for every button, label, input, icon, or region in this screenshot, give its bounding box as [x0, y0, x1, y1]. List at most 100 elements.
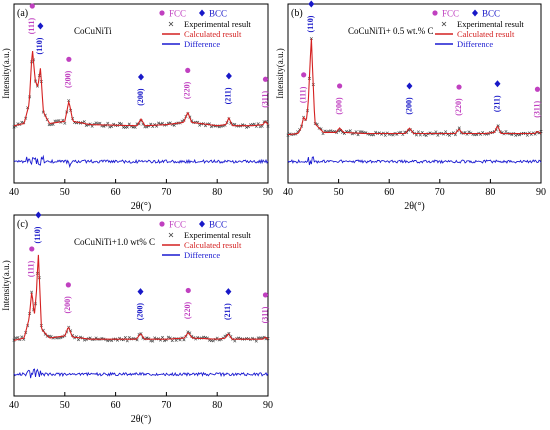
y-axis-label: Intensity(a.u.) [1, 260, 11, 310]
experimental-point [123, 336, 127, 340]
fcc-peak-annotation: (200) [64, 56, 73, 88]
x-tick-label: 80 [212, 400, 222, 411]
x-tick-label: 50 [60, 400, 70, 411]
experimental-point [20, 335, 24, 339]
fcc-hkl-label: (111) [299, 86, 308, 103]
fcc-hkl-label: (220) [454, 98, 463, 116]
sample-label: CoCuNiTi [74, 26, 112, 36]
fcc-hkl-label: (311) [260, 306, 269, 323]
legend-calculated-label: Calculated result [184, 29, 242, 39]
fcc-marker [185, 287, 191, 294]
fcc-peak-annotation: (311) [260, 292, 269, 323]
experimental-point [125, 125, 129, 129]
difference-line [13, 154, 269, 169]
fcc-peak-annotation: (311) [260, 76, 269, 108]
calculated-line [13, 50, 269, 127]
legend-fcc-label: FCC [169, 9, 186, 19]
experimental-point [309, 37, 313, 41]
fcc-peak-annotation: (311) [532, 86, 541, 118]
experimental-point [356, 133, 360, 137]
fcc-marker [66, 56, 72, 62]
y-axis-label: Intensity(a.u.) [1, 48, 11, 98]
legend-difference-label: Difference [184, 250, 220, 260]
experimental-point [166, 335, 170, 339]
x-tick-label: 60 [111, 187, 121, 198]
legend-bcc-marker [472, 9, 478, 17]
x-tick-label: 40 [283, 187, 293, 198]
x-tick-label: 80 [212, 187, 222, 198]
experimental-point [125, 339, 129, 343]
legend-difference-label: Difference [184, 39, 220, 49]
xrd-panel-b: 40 50 60 70 80 90 2θ(°) Intensity(a.u.) (b) CoCuN… [275, 0, 546, 212]
bcc-marker [138, 73, 144, 81]
bcc-marker [494, 80, 501, 88]
sample-label: CoCuNiTi+ 0.5 wt.% C [348, 26, 434, 36]
bcc-marker [37, 22, 44, 30]
experimental-point [160, 335, 165, 339]
x-tick-label: 70 [161, 400, 171, 411]
legend-fcc-label: FCC [169, 220, 186, 230]
fcc-peak-annotation: (220) [454, 84, 463, 116]
fcc-hkl-label: (111) [27, 17, 36, 34]
fcc-marker [262, 292, 269, 298]
x-tick-label: 60 [111, 400, 121, 411]
experimental-point [76, 338, 80, 342]
experimental-point [414, 133, 418, 137]
bcc-marker [225, 288, 232, 296]
fcc-hkl-label: (200) [64, 70, 73, 88]
x-axis-label: 2θ(°) [404, 201, 424, 212]
legend-experimental-label: Experimental result [457, 19, 524, 29]
bcc-marker [137, 288, 144, 296]
fcc-marker [29, 246, 35, 252]
fcc-hkl-label: (200) [334, 97, 343, 115]
experimental-point [106, 339, 110, 343]
experimental-point [12, 125, 16, 129]
experimental-point [198, 123, 202, 127]
fcc-marker [262, 76, 269, 82]
legend-experimental-label: Experimental result [184, 19, 251, 29]
y-axis-label: Intensity(a.u.) [275, 48, 285, 98]
x-tick-label: 40 [9, 187, 19, 198]
fcc-peak-annotation: (111) [27, 246, 36, 277]
experimental-point [30, 290, 34, 294]
bcc-peak-annotation: (211) [224, 72, 233, 104]
fcc-hkl-label: (220) [183, 81, 192, 99]
bcc-hkl-label: (211) [492, 95, 501, 112]
legend-bcc-label: BCC [482, 9, 500, 19]
legend-bcc-marker [199, 9, 205, 17]
fcc-peak-annotation: (220) [183, 287, 192, 319]
fcc-marker [534, 86, 541, 92]
x-axis-label: 2θ(°) [131, 201, 151, 212]
x-tick-label: 90 [263, 187, 273, 198]
experimental-point [157, 121, 161, 125]
xrd-panel-c: 40 50 60 70 80 90 2θ(°) Intensity(a.u.) (c) CoCuN… [1, 211, 273, 425]
bcc-hkl-label: (211) [223, 303, 232, 320]
fcc-hkl-label: (111) [27, 260, 36, 277]
fcc-peak-annotation: (200) [63, 282, 72, 314]
fcc-hkl-label: (311) [532, 100, 541, 117]
difference-line [287, 156, 542, 166]
legend-fcc-label: FCC [442, 9, 459, 19]
x-tick-label: 50 [334, 187, 344, 198]
fcc-marker [65, 282, 71, 288]
legend-difference-label: Difference [457, 39, 493, 49]
fcc-marker [301, 72, 307, 78]
bcc-hkl-label: (110) [306, 15, 315, 32]
fcc-hkl-label: (311) [260, 91, 269, 108]
experimental-point [209, 125, 213, 129]
experimental-series [286, 37, 543, 137]
bcc-hkl-label: (211) [224, 87, 233, 104]
bcc-marker [225, 72, 232, 80]
xrd-panel-a: 40 50 60 70 80 90 2θ(°) Intensity(a.u.) (a) CoCuN… [1, 3, 273, 212]
bcc-marker [308, 0, 315, 8]
bcc-hkl-label: (200) [404, 97, 413, 115]
experimental-point [434, 130, 438, 134]
experimental-point [63, 121, 67, 125]
x-tick-label: 90 [536, 187, 546, 198]
x-tick-label: 90 [263, 400, 273, 411]
bcc-peak-annotation: (211) [492, 80, 501, 112]
fcc-peak-annotation: (111) [299, 72, 308, 103]
